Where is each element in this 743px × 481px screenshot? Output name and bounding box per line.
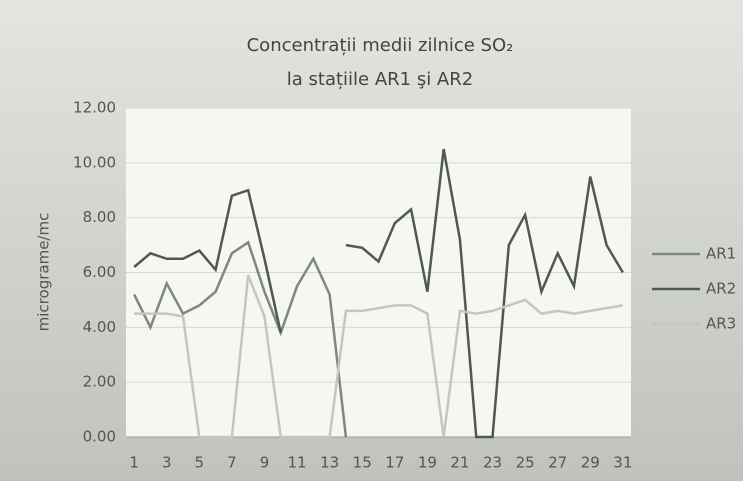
x-tick-label: 17 [385,454,404,472]
series-line [133,148,624,439]
series-line [133,240,348,438]
x-tick-label: 9 [260,454,270,472]
x-tick-label: 23 [483,454,502,472]
x-tick-label: 19 [418,454,437,472]
legend-label: AR3 [706,315,736,333]
x-tick-label: 21 [450,454,469,472]
y-tick-label: 10.00 [73,153,116,171]
y-axis-label: micrograme/mc [35,213,53,332]
chart-title: Concentrații medii zilnice SO₂ [247,35,514,56]
series-line [134,274,624,439]
x-tick-label: 27 [548,454,567,472]
y-tick-label: 8.00 [83,208,116,226]
x-tick-label: 1 [129,454,139,472]
y-tick-label: 2.00 [83,373,116,391]
x-tick-label: 5 [195,454,205,472]
x-tick-label: 7 [227,454,237,472]
chart-subtitle: la stațiile AR1 şi AR2 [287,69,473,90]
x-tick-label: 13 [320,454,339,472]
legend-label: AR1 [706,245,736,263]
y-tick-label: 6.00 [83,263,116,281]
x-tick-label: 31 [613,454,632,472]
x-tick-label: 25 [516,454,535,472]
x-tick-label: 3 [162,454,172,472]
y-tick-label: 0.00 [83,428,116,446]
x-tick-label: 29 [581,454,600,472]
x-tick-label: 15 [353,454,372,472]
x-tick-label: 11 [288,454,307,472]
y-tick-label: 12.00 [73,99,116,117]
y-tick-label: 4.00 [83,318,116,336]
legend-label: AR2 [706,280,736,298]
